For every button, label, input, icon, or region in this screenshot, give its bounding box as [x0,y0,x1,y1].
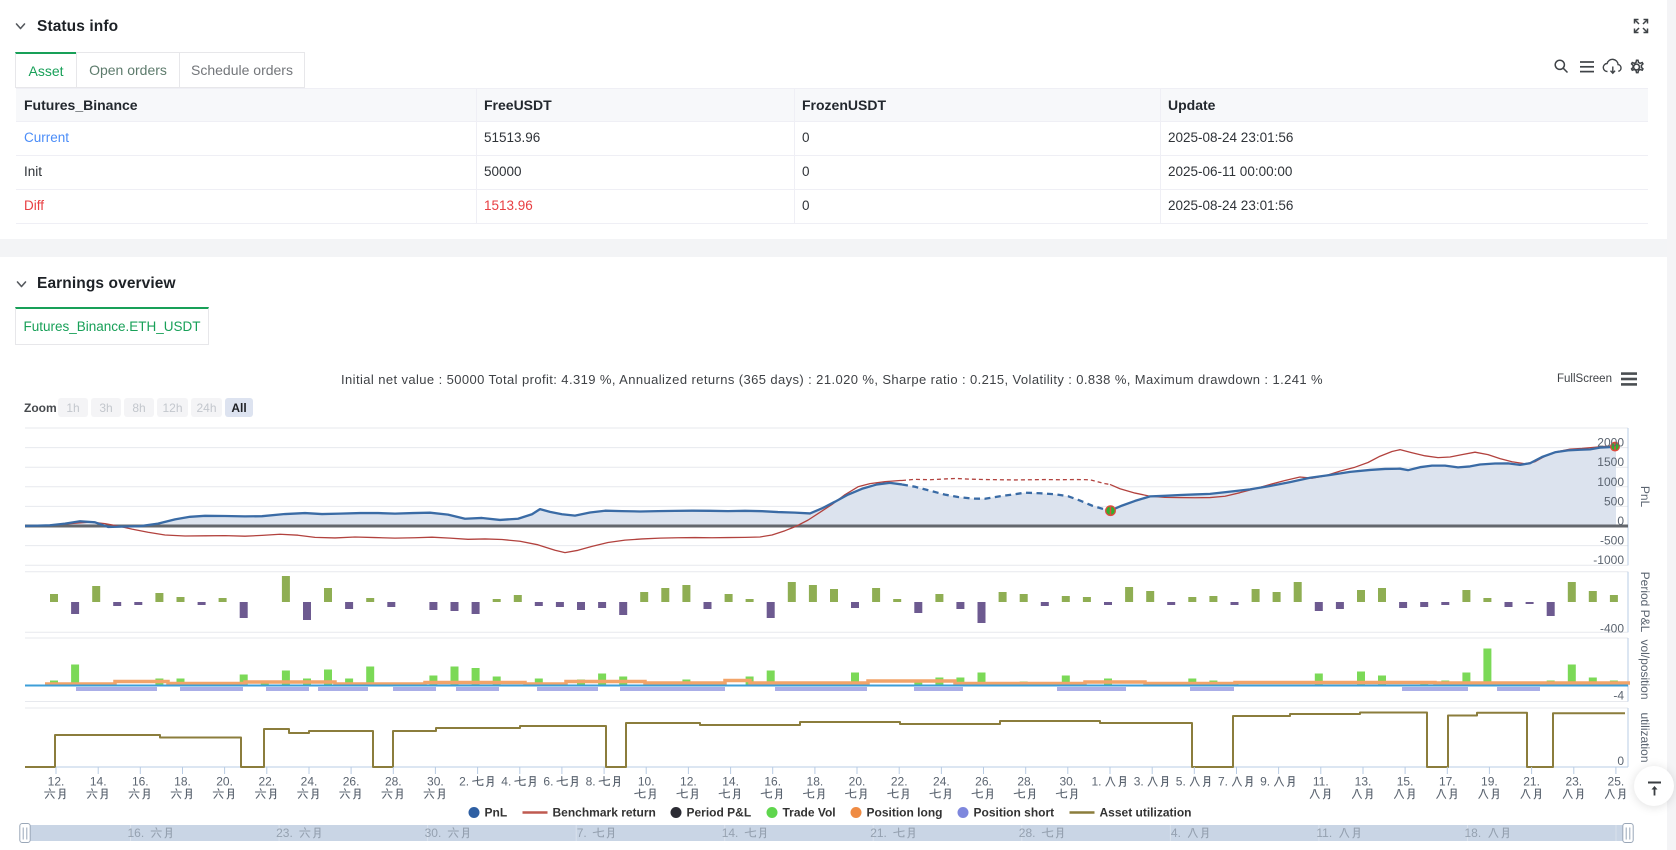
svg-text:23.: 23. [276,826,293,840]
svg-text:4.: 4. [1171,826,1181,840]
svg-text:-500: -500 [1600,534,1624,548]
svg-text:30.: 30. [425,826,442,840]
svg-text:2.: 2. [459,775,469,789]
svg-text:-400: -400 [1600,622,1624,636]
svg-text:12.: 12. [680,775,697,789]
svg-text:0: 0 [1617,754,1624,768]
svg-text:30.: 30. [427,775,444,789]
svg-text:Period P&L: Period P&L [1638,572,1652,633]
svg-text:4.: 4. [501,775,511,789]
svg-text:utilization: utilization [1638,712,1652,762]
svg-text:24.: 24. [933,775,950,789]
svg-text:14.: 14. [722,775,739,789]
svg-text:24.: 24. [301,775,318,789]
svg-text:21.: 21. [1523,775,1540,789]
svg-text:Benchmark return: Benchmark return [553,806,656,820]
svg-text:21.: 21. [870,826,887,840]
svg-text:Trade Vol: Trade Vol [783,806,836,820]
svg-text:10.: 10. [638,775,655,789]
svg-text:-1000: -1000 [1593,553,1624,567]
svg-text:25.: 25. [1608,775,1625,789]
svg-text:16.: 16. [132,775,149,789]
svg-text:26.: 26. [975,775,992,789]
svg-text:9.: 9. [1260,775,1270,789]
svg-text:14.: 14. [90,775,107,789]
svg-text:12.: 12. [48,775,65,789]
svg-text:2000: 2000 [1597,436,1624,450]
svg-text:19.: 19. [1481,775,1498,789]
svg-text:13.: 13. [1355,775,1372,789]
svg-text:28.: 28. [1017,775,1034,789]
svg-text:22.: 22. [258,775,275,789]
svg-text:1.: 1. [1092,775,1102,789]
svg-text:7.: 7. [1218,775,1228,789]
svg-text:15.: 15. [1397,775,1414,789]
svg-text:1500: 1500 [1597,455,1624,469]
svg-text:Period P&L: Period P&L [687,806,752,820]
svg-text:3.: 3. [1134,775,1144,789]
svg-text:-4: -4 [1613,688,1624,702]
svg-text:0: 0 [1617,514,1624,528]
svg-text:18.: 18. [1465,826,1482,840]
svg-text:5.: 5. [1176,775,1186,789]
svg-text:PnL: PnL [485,806,508,820]
svg-text:16.: 16. [128,826,145,840]
svg-text:7.: 7. [577,826,587,840]
svg-text:vol/position: vol/position [1638,639,1652,699]
svg-text:18.: 18. [807,775,824,789]
svg-text:Position long: Position long [867,806,943,820]
svg-text:20.: 20. [849,775,866,789]
svg-text:17.: 17. [1439,775,1456,789]
svg-text:30.: 30. [1059,775,1076,789]
svg-text:26.: 26. [343,775,360,789]
svg-text:23.: 23. [1565,775,1582,789]
svg-text:22.: 22. [891,775,908,789]
svg-text:6.: 6. [543,775,553,789]
svg-text:Position short: Position short [974,806,1055,820]
svg-text:11.: 11. [1313,775,1329,789]
svg-text:14.: 14. [722,826,739,840]
svg-text:20.: 20. [216,775,233,789]
svg-text:28.: 28. [1019,826,1036,840]
svg-text:Asset utilization: Asset utilization [1100,806,1192,820]
svg-text:PnL: PnL [1638,486,1652,508]
svg-text:11.: 11. [1316,826,1332,840]
svg-text:16.: 16. [764,775,781,789]
svg-text:28.: 28. [385,775,402,789]
svg-text:1000: 1000 [1597,475,1624,489]
svg-text:8.: 8. [586,775,596,789]
svg-text:500: 500 [1604,494,1624,508]
svg-text:18.: 18. [174,775,191,789]
